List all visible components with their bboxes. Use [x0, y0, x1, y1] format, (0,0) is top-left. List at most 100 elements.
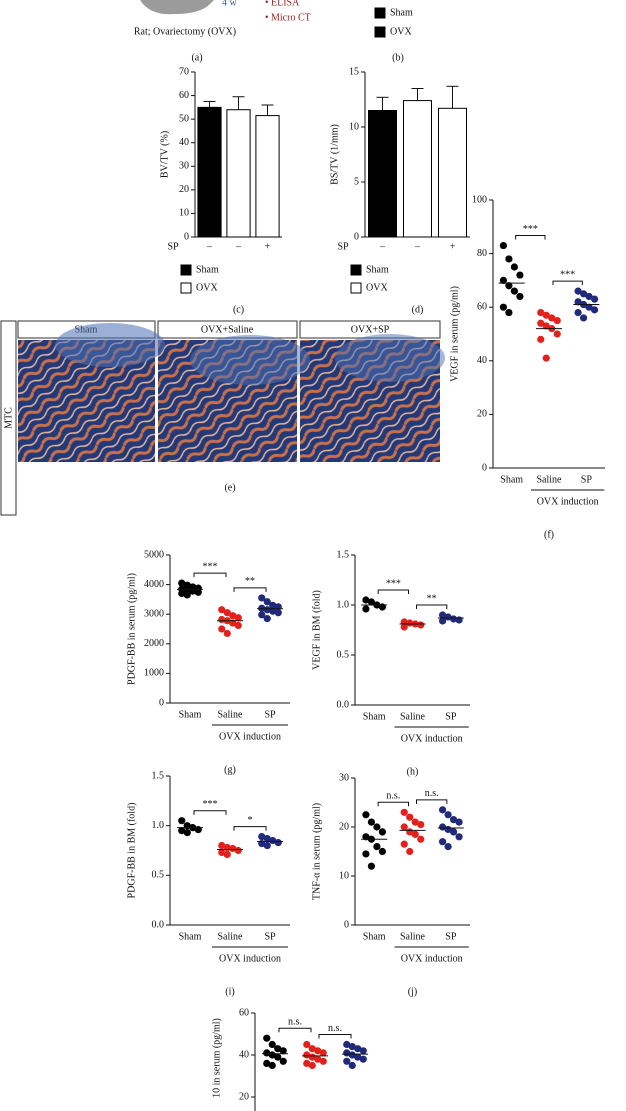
data-point [505, 255, 513, 263]
histology-region [335, 334, 445, 382]
y-tick-label: 20 [179, 184, 189, 195]
data-point [455, 818, 463, 826]
histology-region [190, 335, 310, 385]
y-axis-label: PDGF-BB in serum (pg/ml) [126, 573, 137, 685]
group-label: OVX induction [401, 733, 463, 744]
y-tick-label: 0.0 [337, 699, 350, 710]
panel-label: (e) [224, 482, 235, 493]
data-point [234, 614, 242, 622]
category-label: SP [264, 709, 276, 720]
data-point [537, 319, 545, 327]
y-tick-label: 100 [472, 194, 487, 205]
bar [226, 109, 251, 238]
data-point [373, 843, 381, 851]
y-tick-label: 1.0 [337, 599, 350, 610]
data-point [319, 1049, 327, 1057]
data-point [542, 354, 550, 362]
category-label: SP [445, 711, 457, 722]
data-point [400, 808, 408, 816]
data-point [263, 841, 271, 850]
data-point [359, 1055, 367, 1063]
y-tick-label: 1.0 [152, 820, 165, 831]
data-point [274, 1045, 282, 1053]
y-tick-label: 15 [349, 66, 359, 77]
y-tick-label: 0 [482, 462, 487, 473]
y-tick-label: 60 [179, 90, 189, 101]
panel-label: (f) [544, 529, 554, 540]
y-tick-label: 10 [179, 208, 189, 219]
y-tick-label: 60 [477, 301, 487, 312]
panel-e: MTC Sham OVX+Saline OVX+SP (e) [0, 320, 445, 516]
data-point [574, 287, 582, 295]
y-tick-label: 10 [349, 121, 359, 132]
category-label: – [206, 241, 213, 252]
data-point [263, 1034, 271, 1042]
data-point [438, 823, 447, 831]
group-label: OVX induction [537, 496, 599, 507]
data-point [444, 613, 452, 621]
significance-label: *** [523, 224, 538, 235]
data-point [194, 588, 202, 596]
data-point [263, 615, 271, 623]
data-point [268, 1051, 276, 1059]
data-point [269, 601, 277, 609]
y-tick-label: 20 [339, 821, 349, 832]
y-axis-label: VEGF in serum (pg/ml) [449, 286, 460, 382]
data-point [194, 826, 202, 834]
y-axis-label: VEGF in BM (fold) [311, 590, 322, 670]
y-tick-label: 2000 [144, 638, 164, 649]
data-point [400, 823, 408, 831]
significance-bracket [416, 604, 448, 609]
significance-label: ** [427, 593, 437, 604]
legend-label: OVX [390, 26, 412, 37]
data-point [449, 816, 458, 824]
caption: Rat; Ovariectomy (OVX) [134, 26, 236, 37]
bar [197, 106, 222, 238]
column-label: OVX+SP [351, 324, 390, 335]
significance-bracket [552, 280, 583, 286]
y-tick-label: 5 [354, 176, 359, 187]
data-point [178, 817, 186, 825]
data-point [348, 1061, 356, 1070]
category-label: + [265, 241, 271, 252]
data-point [303, 1051, 311, 1059]
panel-b: Sham OVX (b) [374, 7, 413, 63]
data-point [359, 1047, 367, 1055]
y-tick-label: 30 [339, 772, 349, 783]
data-point [178, 579, 186, 587]
y-tick-label: 1.5 [337, 549, 350, 560]
data-point [417, 820, 425, 829]
y-tick-label: 4000 [144, 579, 164, 590]
y-tick-label: 3000 [144, 608, 164, 619]
y-tick-label: 20 [477, 409, 487, 420]
data-point [411, 830, 419, 838]
bar [368, 110, 397, 238]
y-tick-label: 0 [354, 231, 359, 242]
data-point [279, 1057, 287, 1065]
category-label: + [450, 241, 456, 252]
data-point [268, 1061, 276, 1070]
data-point [343, 1057, 351, 1065]
data-point [590, 306, 599, 314]
data-point [274, 609, 282, 617]
duration: 4 w [222, 0, 238, 8]
data-point [406, 847, 414, 856]
assay: • Micro CT [265, 12, 311, 23]
data-point [229, 612, 237, 620]
data-point [269, 836, 277, 845]
data-point [308, 1053, 316, 1061]
category-label: Sham [363, 931, 386, 942]
data-point [263, 1049, 271, 1057]
category-label: Sham [363, 711, 386, 722]
significance-label: ** [245, 576, 255, 587]
category-label: Saline [537, 474, 563, 485]
bar [403, 100, 432, 238]
significance-bracket [233, 826, 267, 831]
data-point [537, 308, 545, 317]
y-tick-label: 50 [179, 113, 189, 124]
significance-label: * [248, 815, 253, 826]
data-point [229, 619, 237, 627]
category-label: – [379, 241, 386, 252]
y-tick-label: 1.5 [152, 770, 165, 781]
bar [255, 115, 280, 238]
